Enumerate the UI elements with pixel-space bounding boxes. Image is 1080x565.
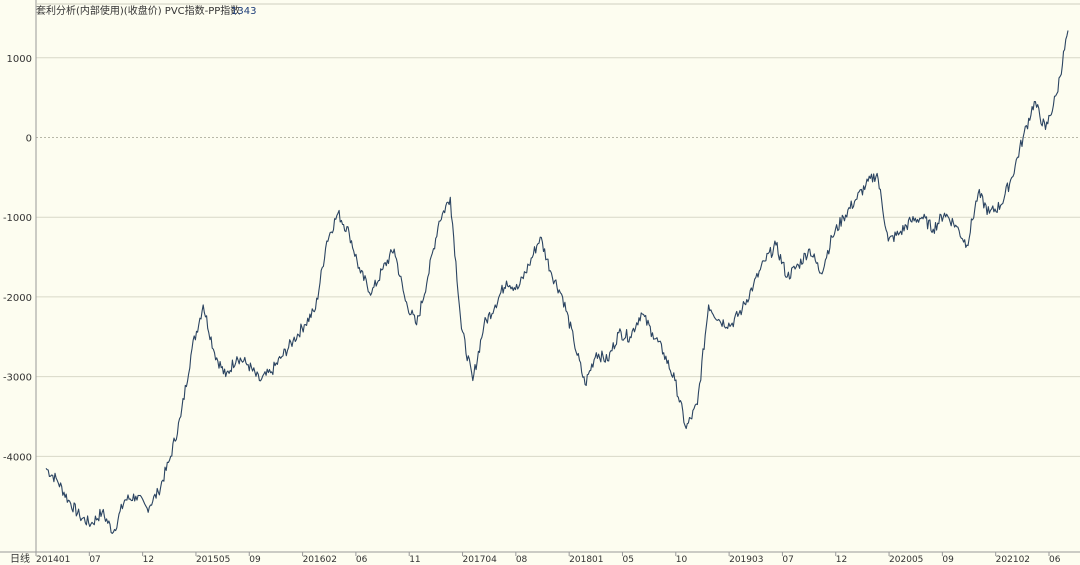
period-label: 日线: [10, 552, 30, 565]
x-tick-label: 201401: [36, 555, 70, 565]
y-tick-label: -2000: [3, 293, 32, 304]
series-layer: [45, 30, 1069, 534]
y-tick-label: -1000: [3, 213, 32, 224]
x-tick-label: 08: [516, 555, 528, 565]
x-tick-labels: 201401 07 12 201505 09 201602 06 11 201704 08 2018…: [35, 552, 1061, 565]
x-tick-label: 11: [409, 555, 420, 565]
x-tick-label: 201801: [569, 555, 603, 565]
x-tick-label: 10: [676, 555, 688, 565]
chart-title: 套利分析(内部使用)(收盘价) PVC指数-PP指数: [36, 4, 240, 17]
x-tick-label: 202102: [996, 555, 1030, 565]
x-tick-label: 201602: [303, 555, 337, 565]
series-line: [45, 30, 1069, 534]
x-tick-label: 12: [143, 555, 154, 565]
x-tick-label: 12: [836, 555, 847, 565]
x-tick-label: 202005: [889, 555, 923, 565]
x-tick-label: 201704: [463, 555, 498, 565]
x-tick-label: 06: [1049, 555, 1061, 565]
x-tick-label: 201903: [729, 555, 763, 565]
x-tick-label: 05: [622, 555, 633, 565]
x-tick-label: 07: [89, 555, 100, 565]
plot-frame: [0, 0, 1080, 553]
y-tick-label: 1000: [7, 54, 32, 65]
x-tick-label: 07: [782, 555, 793, 565]
x-tick-label: 09: [249, 555, 261, 565]
y-tick-label: -3000: [3, 373, 32, 384]
y-tick-labels: 1000 0 -1000 -2000 -3000 -4000: [3, 54, 32, 464]
y-tick-label: 0: [26, 134, 32, 145]
y-tick-label: -4000: [3, 452, 32, 463]
chart-header: 套利分析(内部使用)(收盘价) PVC指数-PP指数 1343: [36, 4, 256, 17]
x-tick-label: 06: [356, 555, 368, 565]
x-tick-label: 09: [942, 555, 954, 565]
current-value-label: 1343: [231, 6, 256, 17]
grid-layer: [36, 57, 1080, 457]
x-tick-label: 201505: [196, 555, 230, 565]
